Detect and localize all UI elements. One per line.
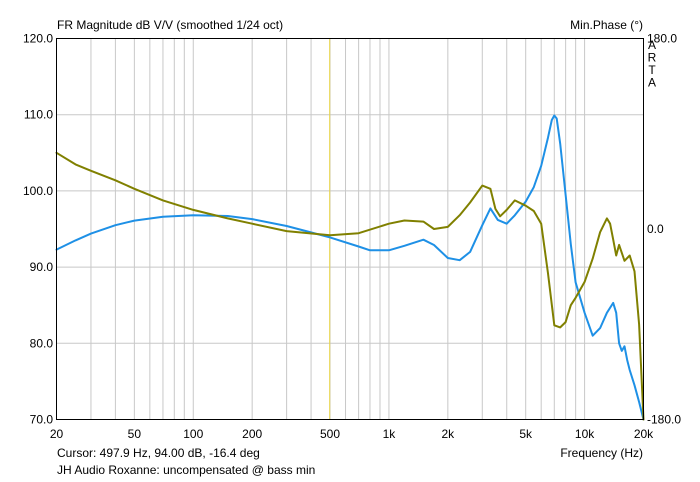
x-tick-labels: 20 50 100 200 500 1k 2k 5k 10k 20k [50,427,654,441]
x-tick-label: 20 [50,427,64,441]
measurement-caption: JH Audio Roxanne: uncompensated @ bass m… [57,463,316,477]
x-tick-label: 1k [383,427,397,441]
x-tick-label: 100 [183,427,203,441]
watermark-letter: R [648,51,657,65]
y-tick-label: 120.0 [23,32,53,46]
x-tick-label: 10k [575,427,595,441]
watermark-letter: A [648,38,656,52]
plot-frame [56,38,644,420]
x-tick-label: 200 [242,427,262,441]
y-tick-label: 110.0 [24,108,53,122]
y-tick-labels: 70.0 80.0 90.0 100.0 110.0 120.0 [23,32,53,427]
x-tick-label: 20k [634,427,654,441]
watermark-letter: T [648,63,656,77]
right-axis-title: Min.Phase (°) [570,18,643,32]
x-tick-label: 5k [519,427,533,441]
y2-tick-label: 0.0 [647,222,664,236]
y-tick-label: 70.0 [30,413,54,427]
y-tick-label: 80.0 [30,336,54,350]
x-tick-label: 50 [128,427,142,441]
x-tick-label: 2k [441,427,455,441]
chart-title: FR Magnitude dB V/V (smoothed 1/24 oct) [57,18,283,32]
series-line-2 [55,151,645,421]
series-group [55,114,645,421]
y-tick-label: 90.0 [30,260,54,274]
x-axis-label: Frequency (Hz) [560,446,643,460]
watermark-letter: A [648,76,656,90]
y2-tick-label: -180.0 [647,413,681,427]
x-tick-label: 500 [320,427,340,441]
plot-area [56,38,644,420]
y2-tick-label: 180.0 [647,32,677,46]
y2-tick-labels: 180.0 0.0 -180.0 [647,32,681,427]
series-line-1 [55,114,645,421]
y-tick-label: 100.0 [23,184,53,198]
cursor-readout: Cursor: 497.9 Hz, 94.00 dB, -16.4 deg [57,446,260,460]
